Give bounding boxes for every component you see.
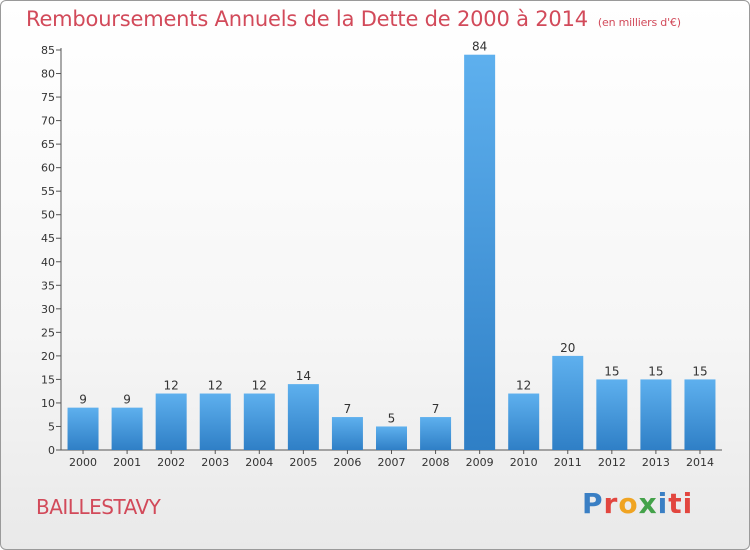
x-tick-label: 2003	[201, 456, 229, 469]
bar	[640, 379, 672, 450]
bar-value-label: 9	[123, 393, 131, 407]
bar	[199, 393, 231, 450]
bar	[155, 393, 187, 450]
y-tick-label: 35	[41, 279, 55, 292]
x-tick-label: 2007	[378, 456, 406, 469]
y-tick-label: 10	[41, 397, 55, 410]
x-tick-label: 2000	[69, 456, 97, 469]
x-tick-label: 2010	[510, 456, 538, 469]
x-tick-label: 2011	[554, 456, 582, 469]
x-tick-label: 2014	[686, 456, 714, 469]
bar	[331, 417, 363, 450]
y-tick-label: 30	[41, 303, 55, 316]
chart-unit: (en milliers d'€)	[597, 16, 681, 29]
bar-value-label: 15	[692, 364, 707, 378]
bar-value-label: 15	[604, 364, 619, 378]
bar-value-label: 14	[296, 369, 311, 383]
x-tick-label: 2004	[245, 456, 273, 469]
bar	[376, 426, 407, 450]
logo-letter: P	[582, 487, 604, 520]
bar	[420, 417, 452, 450]
y-tick-label: 55	[41, 185, 55, 198]
y-tick-label: 60	[41, 162, 55, 175]
y-tick-label: 25	[41, 326, 55, 339]
bar-value-label: 12	[164, 379, 179, 393]
place-name: BAILLESTAVY	[36, 495, 161, 519]
x-tick-label: 2012	[598, 456, 626, 469]
y-tick-label: 75	[41, 91, 55, 104]
chart-title-text: Remboursements Annuels de la Dette de 20…	[26, 7, 588, 31]
bar	[464, 54, 496, 451]
bar-value-label: 7	[344, 402, 352, 416]
y-tick-label: 50	[41, 209, 55, 222]
x-tick-label: 2005	[289, 456, 317, 469]
bar	[508, 393, 540, 450]
bar	[596, 379, 628, 450]
logo-letter: x	[638, 487, 658, 520]
bar-value-label: 84	[472, 40, 487, 54]
y-tick-label: 15	[41, 373, 55, 386]
logo-letter: r	[603, 487, 619, 520]
logo-letter: o	[618, 487, 639, 520]
bar-value-label: 5	[388, 411, 396, 425]
y-tick-label: 85	[41, 44, 55, 57]
bar	[684, 379, 716, 450]
y-tick-label: 0	[48, 444, 55, 457]
bar	[552, 355, 584, 450]
bar	[287, 384, 319, 450]
x-tick-label: 2008	[422, 456, 450, 469]
x-tick-label: 2006	[333, 456, 361, 469]
bar	[67, 407, 99, 450]
logo-letter: ti	[668, 487, 694, 520]
x-tick-label: 2009	[466, 456, 494, 469]
bar	[111, 407, 143, 450]
y-tick-label: 20	[41, 350, 55, 363]
bar-value-label: 12	[516, 379, 531, 393]
bar-value-label: 7	[432, 402, 440, 416]
bar-value-label: 20	[560, 341, 575, 355]
y-tick-label: 40	[41, 256, 55, 269]
proxiti-logo: Proxiti	[582, 487, 693, 520]
x-tick-label: 2002	[157, 456, 185, 469]
y-tick-label: 45	[41, 232, 55, 245]
y-tick-label: 5	[48, 420, 55, 433]
bar-value-label: 12	[208, 379, 223, 393]
y-tick-label: 65	[41, 138, 55, 151]
x-tick-label: 2001	[113, 456, 141, 469]
bar-value-label: 12	[252, 379, 267, 393]
y-tick-label: 70	[41, 115, 55, 128]
logo-letter: i	[657, 487, 669, 520]
bar-value-label: 9	[79, 393, 87, 407]
bar	[243, 393, 275, 450]
y-tick-label: 80	[41, 68, 55, 81]
bar-value-label: 15	[648, 364, 663, 378]
x-tick-label: 2013	[642, 456, 670, 469]
chart-title: Remboursements Annuels de la Dette de 20…	[26, 7, 681, 31]
